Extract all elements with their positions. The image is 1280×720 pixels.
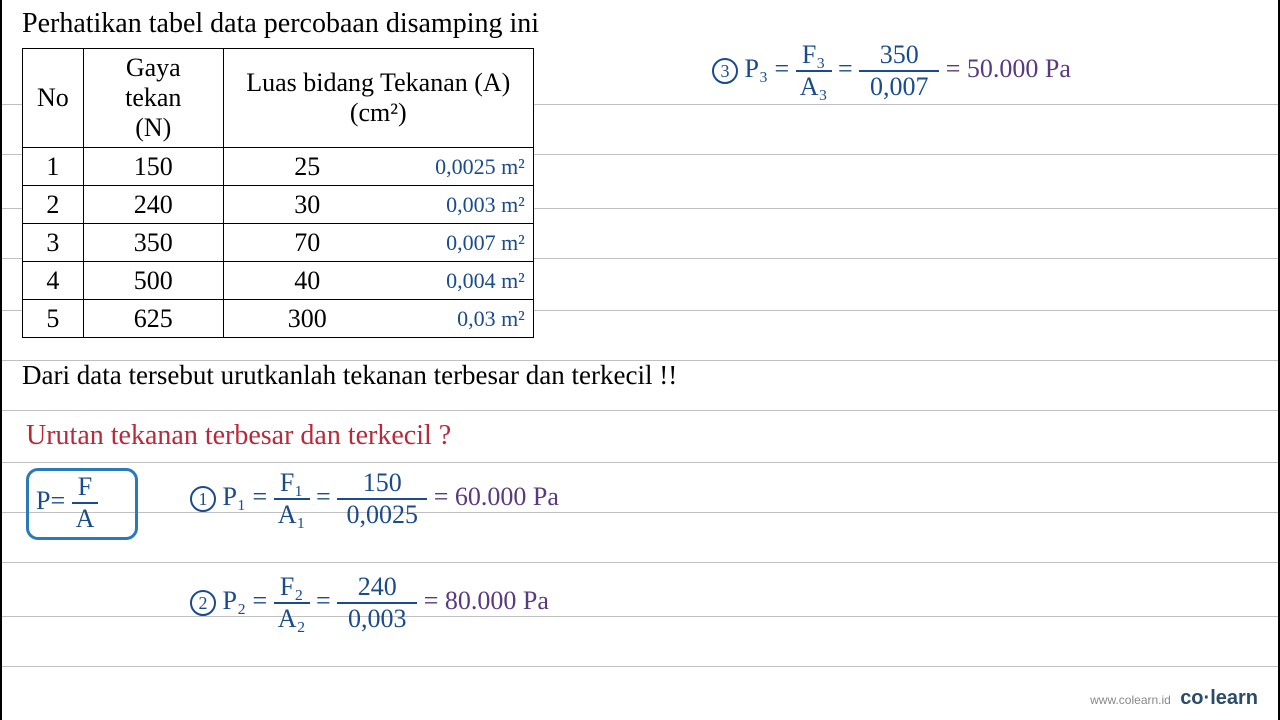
cell-area: 3000,03 m² bbox=[223, 300, 533, 338]
result-2: = 80.000 Pa bbox=[424, 586, 549, 615]
area-annotation: 0,003 m² bbox=[446, 192, 525, 218]
area-annotation: 0,03 m² bbox=[457, 306, 525, 332]
area-annotation: 0,004 m² bbox=[446, 268, 525, 294]
cell-force: 350 bbox=[83, 224, 223, 262]
cell-area: 300,003 m² bbox=[223, 186, 533, 224]
area-annotation: 0,007 m² bbox=[446, 230, 525, 256]
cell-no: 3 bbox=[23, 224, 84, 262]
experiment-table: No Gaya tekan(N) Luas bidang Tekanan (A)… bbox=[22, 48, 534, 338]
watermark: www.colearn.id co·learn bbox=[1090, 687, 1258, 710]
table-row: 5 625 3000,03 m² bbox=[23, 300, 534, 338]
circled-3-icon: 3 bbox=[712, 58, 738, 84]
cell-force: 500 bbox=[83, 262, 223, 300]
cell-area: 400,004 m² bbox=[223, 262, 533, 300]
circled-2-icon: 2 bbox=[190, 590, 216, 616]
cell-force: 150 bbox=[83, 148, 223, 186]
calc-2: 2 P₂ = F₂A₂ = 2400,003 = 80.000 Pa bbox=[190, 572, 549, 634]
red-heading: Urutan tekanan terbesar dan terkecil ? bbox=[26, 420, 451, 452]
colearn-logo: co·learn bbox=[1180, 687, 1258, 709]
header-area: Luas bidang Tekanan (A)(cm²) bbox=[223, 49, 533, 148]
table-row: 2 240 300,003 m² bbox=[23, 186, 534, 224]
table-row: 4 500 400,004 m² bbox=[23, 262, 534, 300]
result-3: = 50.000 Pa bbox=[946, 54, 1071, 83]
header-no: No bbox=[23, 49, 84, 148]
header-force: Gaya tekan(N) bbox=[83, 49, 223, 148]
problem-title: Perhatikan tabel data percobaan disampin… bbox=[22, 8, 539, 40]
area-annotation: 0,0025 m² bbox=[435, 154, 525, 180]
cell-no: 1 bbox=[23, 148, 84, 186]
cell-area: 700,007 m² bbox=[223, 224, 533, 262]
cell-no: 5 bbox=[23, 300, 84, 338]
cell-force: 625 bbox=[83, 300, 223, 338]
table-row: 3 350 700,007 m² bbox=[23, 224, 534, 262]
table-row: 1 150 250,0025 m² bbox=[23, 148, 534, 186]
cell-force: 240 bbox=[83, 186, 223, 224]
calc-1: 1 P₁ = F₁A₁ = 1500,0025 = 60.000 Pa bbox=[190, 468, 559, 530]
question-text: Dari data tersebut urutkanlah tekanan te… bbox=[22, 360, 677, 391]
calc-3: 3 P₃ = F₃A₃ = 3500,007 = 50.000 Pa bbox=[712, 40, 1071, 102]
pressure-formula: P= FA bbox=[36, 472, 98, 534]
circled-1-icon: 1 bbox=[190, 486, 216, 512]
cell-no: 4 bbox=[23, 262, 84, 300]
cell-area: 250,0025 m² bbox=[223, 148, 533, 186]
cell-no: 2 bbox=[23, 186, 84, 224]
result-1: = 60.000 Pa bbox=[434, 482, 559, 511]
